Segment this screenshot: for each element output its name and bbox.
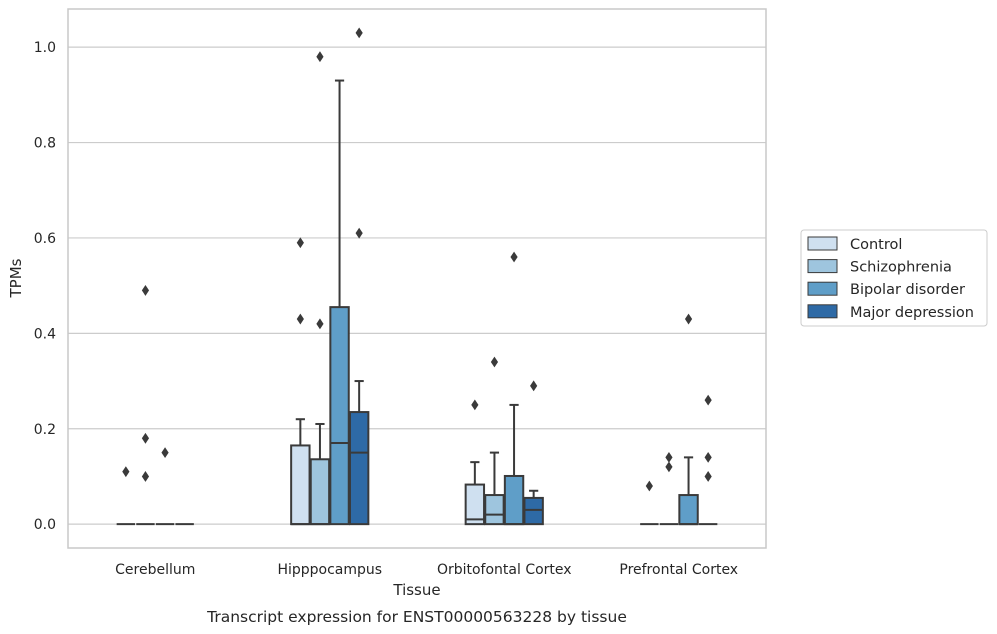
y-tick-label: 0.2 <box>34 422 56 438</box>
box <box>678 494 699 526</box>
outlier-point <box>141 285 150 296</box>
legend-label: Control <box>850 237 902 253</box>
x-tick-label: Prefrontal Cortex <box>619 562 738 578</box>
box <box>464 483 486 526</box>
y-tick-label: 0.6 <box>34 231 56 247</box>
box-group <box>464 251 544 526</box>
outlier-point <box>141 432 150 444</box>
x-tick-labels: Cerebellum Hipppocampus Orbitofontal Corte… <box>115 562 738 578</box>
box-group <box>640 313 718 526</box>
outlier-point <box>704 471 712 482</box>
outlier-point <box>316 318 324 330</box>
outlier-point <box>161 447 169 459</box>
box-group <box>290 27 370 526</box>
y-tick-labels: 0.0 0.2 0.4 0.6 0.8 1.0 <box>34 40 56 533</box>
box <box>290 444 311 526</box>
outlier-point <box>704 394 712 406</box>
outlier-point <box>645 480 653 492</box>
outlier-point <box>684 313 693 325</box>
outlier-point <box>665 451 673 463</box>
box <box>503 474 525 526</box>
plot-frame <box>67 8 767 549</box>
outlier-point <box>510 251 518 263</box>
outlier-point <box>355 27 363 39</box>
outlier-point <box>296 313 304 325</box>
outlier-point <box>296 237 304 249</box>
box <box>484 494 505 526</box>
outlier-point <box>141 471 150 482</box>
y-tick-label: 1.0 <box>34 40 56 56</box>
outlier-point <box>471 399 479 411</box>
chart-caption: Transcript expression for ENST0000056322… <box>206 608 627 626</box>
legend-swatch <box>807 259 838 274</box>
plot-area <box>68 9 766 548</box>
legend-swatch <box>807 281 838 296</box>
x-tick-label: Hipppocampus <box>277 562 382 578</box>
box <box>523 496 544 526</box>
outlier-point <box>122 466 130 478</box>
x-tick-label: Orbitofontal Cortex <box>437 562 572 578</box>
outlier-point <box>316 51 324 63</box>
box <box>329 306 350 526</box>
box-group <box>116 285 194 526</box>
outlier-point <box>665 461 673 473</box>
legend: Control Schizophrenia Bipolar disorder Majo… <box>800 229 988 327</box>
y-tick-label: 0.0 <box>34 517 56 533</box>
outlier-point <box>490 356 499 368</box>
x-tick-label: Cerebellum <box>115 562 195 578</box>
box <box>348 411 370 526</box>
legend-label: Bipolar disorder <box>850 282 965 298</box>
outlier-point <box>704 451 712 463</box>
legend-label: Major depression <box>850 305 974 321</box>
x-axis-label: Tissue <box>392 581 440 599</box>
legend-swatch <box>807 304 838 319</box>
y-axis-label: TPMs <box>7 258 25 298</box>
y-tick-label: 0.8 <box>34 136 56 152</box>
outlier-point <box>355 227 363 239</box>
legend-swatch <box>807 236 838 251</box>
legend-frame <box>800 229 988 327</box>
box <box>309 458 331 526</box>
box-groups <box>116 27 718 526</box>
legend-label: Schizophrenia <box>850 260 952 276</box>
y-tick-label: 0.4 <box>34 326 56 342</box>
outlier-point <box>530 380 538 392</box>
